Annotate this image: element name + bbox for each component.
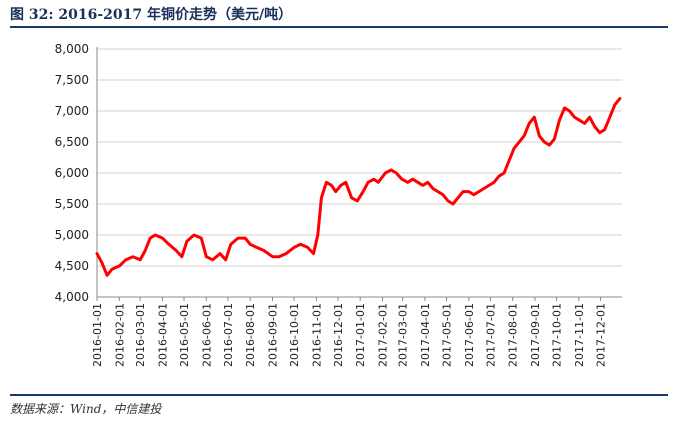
x-tick-label: 2017-06-01 bbox=[463, 303, 476, 367]
x-tick-label: 2016-01-01 bbox=[91, 303, 104, 367]
y-tick-label: 5,000 bbox=[55, 228, 89, 242]
x-tick-label: 2017-03-01 bbox=[397, 303, 410, 367]
y-tick-label: 7,000 bbox=[55, 104, 89, 118]
y-tick-label: 6,500 bbox=[55, 135, 89, 149]
x-tick-label: 2017-11-01 bbox=[573, 303, 586, 367]
title-rule bbox=[10, 26, 668, 28]
copper-price-line bbox=[95, 97, 622, 277]
data-source: 数据来源：Wind，中信建投 bbox=[10, 402, 162, 416]
x-tick-label: 2016-08-01 bbox=[244, 303, 257, 367]
source-rule bbox=[10, 394, 668, 396]
x-tick-label: 2016-03-01 bbox=[134, 303, 147, 367]
x-tick-label: 2016-07-01 bbox=[222, 303, 235, 367]
x-tick-label: 2017-10-01 bbox=[551, 303, 564, 367]
x-tick-label: 2016-06-01 bbox=[200, 303, 213, 367]
copper-price-chart: 4,000 4,500 5,000 5,500 6,000 6,500 7,000 7,500… bbox=[55, 42, 622, 367]
x-tick-label: 2016-09-01 bbox=[266, 303, 279, 367]
x-tick-label: 2017-12-01 bbox=[594, 303, 607, 367]
y-tick-label: 7,500 bbox=[55, 73, 89, 87]
x-tick-label: 2016-10-01 bbox=[288, 303, 301, 367]
y-tick-label: 6,000 bbox=[55, 166, 89, 180]
x-tick-label: 2016-05-01 bbox=[178, 303, 191, 367]
x-tick-label: 2016-02-01 bbox=[113, 303, 126, 367]
x-tick-label: 2017-08-01 bbox=[507, 303, 520, 367]
x-tick-label: 2017-05-01 bbox=[441, 303, 454, 367]
x-tick-label: 2017-07-01 bbox=[484, 303, 497, 367]
x-tick-label: 2016-11-01 bbox=[310, 303, 323, 367]
x-tick-label: 2017-09-01 bbox=[529, 303, 542, 367]
x-tick-label: 2016-12-01 bbox=[332, 303, 345, 367]
x-tick-label: 2017-01-01 bbox=[354, 303, 367, 367]
y-tick-label: 5,500 bbox=[55, 197, 89, 211]
x-tick-label: 2017-04-01 bbox=[419, 303, 432, 367]
y-tick-label: 4,000 bbox=[55, 290, 89, 304]
y-tick-label: 4,500 bbox=[55, 259, 89, 273]
x-tick-label: 2017-02-01 bbox=[377, 303, 390, 367]
figure-title: 图 32: 2016-2017 年铜价走势（美元/吨） bbox=[10, 7, 293, 23]
y-tick-label: 8,000 bbox=[55, 42, 89, 56]
x-tick-label: 2016-04-01 bbox=[156, 303, 169, 367]
